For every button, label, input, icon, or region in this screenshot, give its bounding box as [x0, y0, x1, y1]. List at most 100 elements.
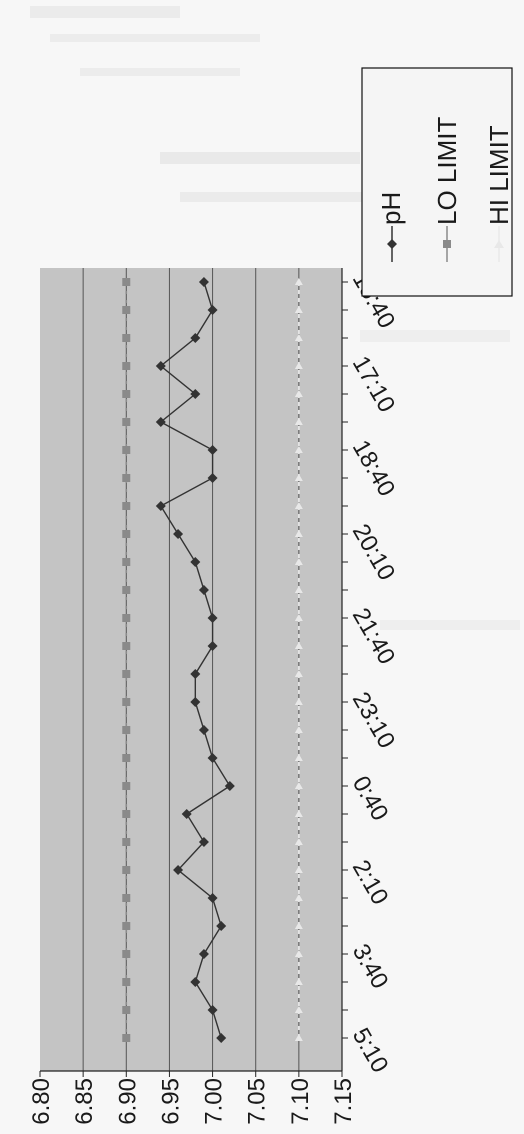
ph-point — [181, 809, 192, 819]
ph-point — [190, 557, 201, 567]
y-tick-label: 6.95 — [157, 1078, 184, 1125]
ph-point — [190, 669, 201, 679]
ph-point — [173, 865, 184, 875]
lo-limit-point — [122, 614, 131, 622]
ph-point — [207, 473, 218, 483]
lo-limit-point — [122, 866, 131, 874]
hi-limit-point — [294, 306, 303, 313]
series-ph — [155, 277, 235, 1043]
hi-limit-point — [294, 754, 303, 761]
lo-limit-point — [122, 362, 131, 370]
lo-limit-point — [122, 446, 131, 454]
series-hi-limit — [294, 278, 303, 1041]
lo-limit-point — [122, 782, 131, 790]
ph-point — [190, 977, 201, 987]
lo-limit-point — [122, 642, 131, 650]
hi-limit-point — [294, 278, 303, 285]
lo-limit-point — [122, 306, 131, 314]
hi-limit-point — [294, 866, 303, 873]
ph-point — [207, 445, 218, 455]
lo-limit-point — [122, 670, 131, 678]
hi-limit-point — [294, 922, 303, 929]
ph-point — [207, 305, 218, 315]
ph-point — [198, 837, 209, 847]
legend-label-ph: pH — [376, 192, 406, 225]
hi-limit-point — [294, 1034, 303, 1041]
lo-limit-point — [122, 922, 131, 930]
legend-marker-ph — [387, 239, 397, 249]
lo-limit-point — [122, 950, 131, 958]
hi-limit-point — [294, 614, 303, 621]
hi-limit-point — [294, 558, 303, 565]
lo-limit-point — [122, 810, 131, 818]
hi-limit-point — [294, 530, 303, 537]
lo-limit-point — [122, 894, 131, 902]
hi-limit-point — [294, 670, 303, 677]
ph-point — [207, 893, 218, 903]
ph-point — [207, 641, 218, 651]
legend-marker-hi-limit — [494, 240, 504, 248]
ph-point — [155, 417, 166, 427]
legend-marker-lo-limit — [443, 240, 451, 248]
series-line-ph — [159, 281, 231, 1039]
ph-point — [207, 753, 218, 763]
hi-limit-point — [294, 810, 303, 817]
hi-limit-point — [294, 586, 303, 593]
lo-limit-point — [122, 502, 131, 510]
y-tick-label: 7.10 — [287, 1078, 314, 1125]
plot-area — [40, 268, 342, 1071]
legend: pH LO LIMIT HI LIMIT — [361, 67, 514, 297]
y-tick-label: 6.90 — [114, 1078, 141, 1125]
legend-label-hi-limit: HI LIMIT — [484, 125, 514, 225]
lo-limit-point — [122, 586, 131, 594]
ph-point — [216, 1033, 227, 1043]
ph-point — [198, 277, 209, 287]
y-tick-label: 7.15 — [330, 1078, 357, 1125]
ph-point — [207, 1005, 218, 1015]
hi-limit-point — [294, 334, 303, 341]
hi-limit-point — [294, 446, 303, 453]
legend-entry-ph: pH — [376, 192, 406, 262]
y-tick-label: 7.00 — [201, 1078, 228, 1125]
lo-limit-point — [122, 838, 131, 846]
hi-limit-point — [294, 698, 303, 705]
hi-limit-point — [294, 418, 303, 425]
lo-limit-point — [122, 1034, 131, 1042]
ph-point — [198, 725, 209, 735]
ph-point — [190, 333, 201, 343]
y-tick-label: 6.80 — [28, 1078, 55, 1125]
lo-limit-point — [122, 726, 131, 734]
ph-point — [198, 585, 209, 595]
lo-limit-point — [122, 390, 131, 398]
hi-limit-point — [294, 838, 303, 845]
lo-limit-point — [122, 698, 131, 706]
ph-point — [198, 949, 209, 959]
legend-box — [361, 67, 513, 297]
hi-limit-point — [294, 894, 303, 901]
ph-point — [190, 697, 201, 707]
lo-limit-point — [122, 530, 131, 538]
ph-point — [155, 501, 166, 511]
hi-limit-point — [294, 782, 303, 789]
lo-limit-point — [122, 754, 131, 762]
ph-point — [155, 361, 166, 371]
ph-point — [190, 389, 201, 399]
legend-label-lo-limit: LO LIMIT — [432, 117, 462, 225]
ph-point — [216, 921, 227, 931]
hi-limit-point — [294, 642, 303, 649]
legend-entry-lo-limit: LO LIMIT — [432, 117, 462, 262]
ph-point — [207, 613, 218, 623]
lo-limit-point — [122, 978, 131, 986]
hi-limit-point — [294, 502, 303, 509]
hi-limit-point — [294, 978, 303, 985]
hi-limit-point — [294, 950, 303, 957]
legend-entry-hi-limit: HI LIMIT — [484, 125, 514, 262]
hi-limit-point — [294, 1006, 303, 1013]
lo-limit-point — [122, 558, 131, 566]
series-lo-limit — [122, 278, 131, 1042]
hi-limit-point — [294, 726, 303, 733]
hi-limit-point — [294, 474, 303, 481]
hi-limit-point — [294, 362, 303, 369]
